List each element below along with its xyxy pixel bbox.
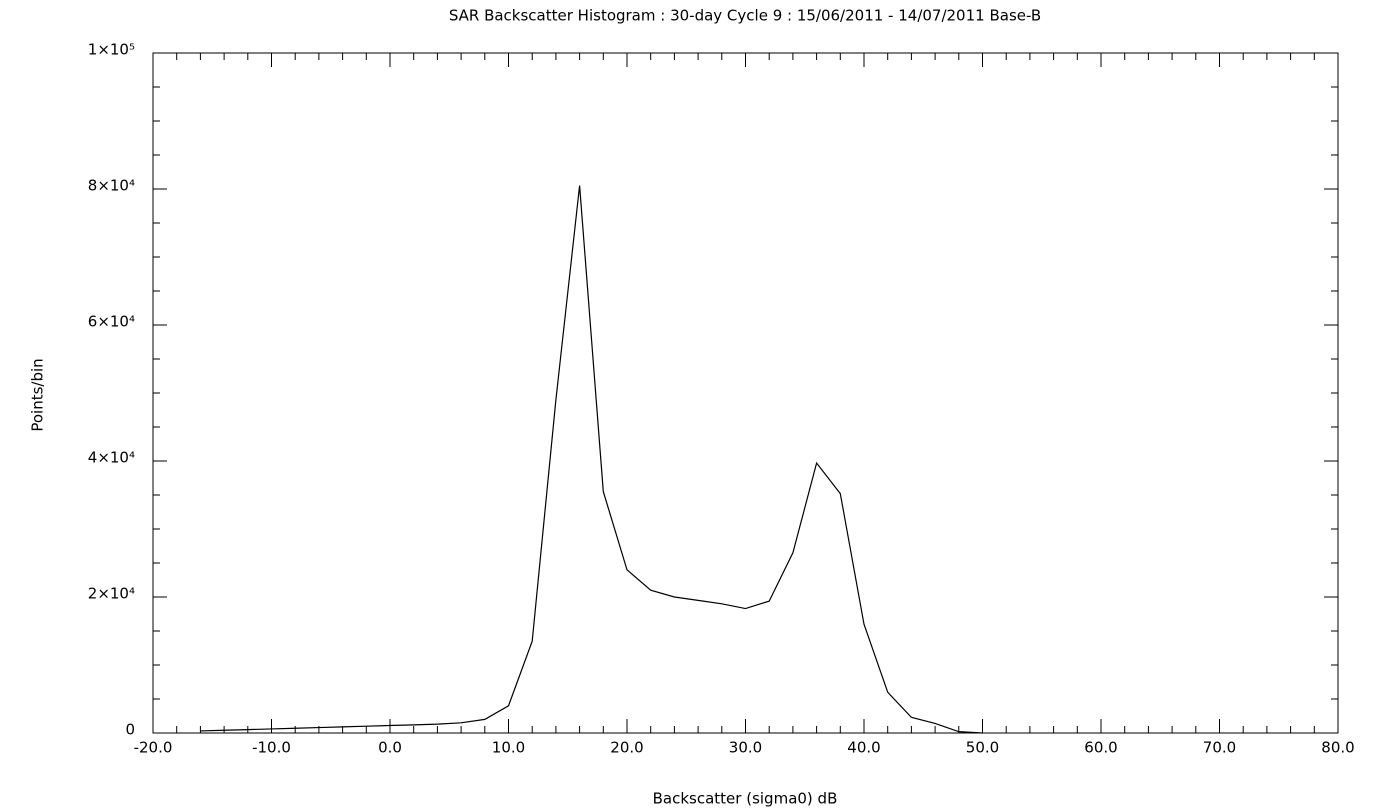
x-tick-label: 70.0 — [1203, 739, 1236, 757]
x-tick-label: 10.0 — [492, 739, 525, 757]
x-tick-label: 30.0 — [729, 739, 762, 757]
y-tick-label: 6×10⁴ — [88, 313, 135, 331]
y-tick-label: 0 — [125, 721, 135, 739]
x-tick-label: 60.0 — [1084, 739, 1117, 757]
plot-frame — [152, 52, 1339, 734]
x-tick-label: -10.0 — [252, 739, 291, 757]
y-tick-label: 8×10⁴ — [88, 177, 135, 195]
x-tick-label: 20.0 — [610, 739, 643, 757]
x-tick-label: 40.0 — [847, 739, 880, 757]
chart-title: SAR Backscatter Histogram : 30-day Cycle… — [449, 7, 1041, 25]
x-tick-label: -20.0 — [134, 739, 173, 757]
x-tick-label: 50.0 — [966, 739, 999, 757]
y-tick-label: 2×10⁴ — [88, 585, 135, 603]
x-axis-label: Backscatter (sigma0) dB — [653, 790, 838, 808]
y-axis-label: Points/bin — [29, 358, 47, 431]
data-line — [200, 185, 983, 734]
y-tick-label: 1×10⁵ — [88, 41, 135, 59]
x-tick-label: 0.0 — [378, 739, 402, 757]
x-tick-label: 80.0 — [1321, 739, 1354, 757]
y-tick-label: 4×10⁴ — [88, 449, 135, 467]
